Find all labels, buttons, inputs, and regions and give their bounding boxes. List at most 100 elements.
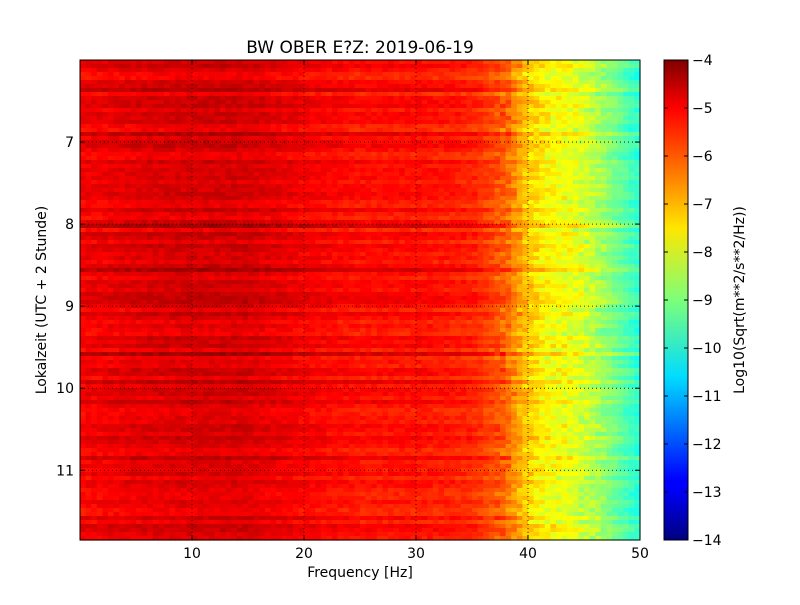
heatmap-cell xyxy=(242,84,248,89)
heatmap-cell xyxy=(382,140,388,145)
heatmap-cell xyxy=(231,64,237,69)
heatmap-cell xyxy=(550,148,556,153)
heatmap-cell xyxy=(578,220,584,225)
heatmap-cell xyxy=(623,252,629,257)
heatmap-cell xyxy=(405,200,411,205)
heatmap-cell xyxy=(427,60,433,65)
heatmap-cell xyxy=(282,156,288,161)
spectrogram-figure: BW OBER E?Z: 2019-06-19 10 20 30 40 50 78910… xyxy=(0,0,800,600)
heatmap-cell xyxy=(97,164,103,169)
heatmap-cell xyxy=(405,156,411,161)
heatmap-cell xyxy=(573,140,579,145)
heatmap-cell xyxy=(472,124,478,129)
heatmap-cell xyxy=(321,164,327,169)
heatmap-cell xyxy=(506,172,512,177)
heatmap-cell xyxy=(427,108,433,113)
heatmap-cell xyxy=(349,256,355,261)
heatmap-cell xyxy=(629,228,635,233)
heatmap-cell xyxy=(394,208,400,213)
heatmap-cell xyxy=(147,76,153,81)
heatmap-cell xyxy=(158,212,164,217)
heatmap-cell xyxy=(192,160,198,165)
heatmap-cell xyxy=(170,204,176,209)
heatmap-cell xyxy=(366,92,372,97)
heatmap-cell xyxy=(276,112,282,117)
heatmap-cell xyxy=(354,192,360,197)
heatmap-cell xyxy=(293,96,299,101)
heatmap-cell xyxy=(326,96,332,101)
heatmap-cell xyxy=(125,156,131,161)
heatmap-cell xyxy=(506,112,512,117)
heatmap-cell xyxy=(606,104,612,109)
heatmap-cell xyxy=(612,192,618,197)
heatmap-cell xyxy=(226,240,232,245)
heatmap-cell xyxy=(102,224,108,229)
heatmap-cell xyxy=(562,156,568,161)
heatmap-cell xyxy=(102,132,108,137)
heatmap-cell xyxy=(377,204,383,209)
heatmap-cell xyxy=(248,192,254,197)
heatmap-cell xyxy=(91,100,97,105)
heatmap-cell xyxy=(287,88,293,93)
heatmap-cell xyxy=(360,108,366,113)
heatmap-cell xyxy=(276,204,282,209)
heatmap-cell xyxy=(416,192,422,197)
heatmap-cell xyxy=(102,72,108,77)
heatmap-cell xyxy=(360,124,366,129)
heatmap-cell xyxy=(354,72,360,77)
heatmap-cell xyxy=(119,244,125,249)
heatmap-cell xyxy=(595,228,601,233)
heatmap-cell xyxy=(500,240,506,245)
heatmap-cell xyxy=(226,216,232,221)
heatmap-cell xyxy=(226,172,232,177)
heatmap-cell xyxy=(242,228,248,233)
heatmap-cell xyxy=(612,100,618,105)
heatmap-cell xyxy=(242,120,248,125)
heatmap-cell xyxy=(153,88,159,93)
heatmap-cell xyxy=(517,244,523,249)
heatmap-cell xyxy=(86,88,92,93)
heatmap-cell xyxy=(304,148,310,153)
heatmap-cell xyxy=(405,124,411,129)
heatmap-cell xyxy=(461,252,467,257)
heatmap-cell xyxy=(164,240,170,245)
heatmap-cell xyxy=(147,236,153,241)
heatmap-cell xyxy=(606,72,612,77)
heatmap-cell xyxy=(125,108,131,113)
heatmap-cell xyxy=(142,76,148,81)
heatmap-cell xyxy=(114,212,120,217)
heatmap-cell xyxy=(618,96,624,101)
heatmap-cell xyxy=(181,164,187,169)
heatmap-cell xyxy=(349,152,355,157)
heatmap-cell xyxy=(203,84,209,89)
heatmap-cell xyxy=(270,200,276,205)
heatmap-cell xyxy=(455,176,461,181)
heatmap-cell xyxy=(114,240,120,245)
heatmap-cell xyxy=(612,112,618,117)
heatmap-cell xyxy=(612,184,618,189)
heatmap-cell xyxy=(170,144,176,149)
heatmap-cell xyxy=(153,204,159,209)
heatmap-cell xyxy=(528,208,534,213)
heatmap-cell xyxy=(80,116,86,121)
heatmap-cell xyxy=(231,112,237,117)
heatmap-cell xyxy=(612,244,618,249)
heatmap-cell xyxy=(326,200,332,205)
heatmap-cell xyxy=(489,148,495,153)
heatmap-cell xyxy=(293,248,299,253)
heatmap-cell xyxy=(293,104,299,109)
heatmap-cell xyxy=(282,188,288,193)
heatmap-cell xyxy=(494,160,500,165)
heatmap-cell xyxy=(377,196,383,201)
heatmap-cell xyxy=(293,232,299,237)
heatmap-cell xyxy=(550,144,556,149)
heatmap-cell xyxy=(326,184,332,189)
heatmap-cell xyxy=(332,184,338,189)
heatmap-cell xyxy=(170,244,176,249)
heatmap-cell xyxy=(354,152,360,157)
heatmap-cell xyxy=(192,200,198,205)
heatmap-cell xyxy=(422,176,428,181)
heatmap-cell xyxy=(399,84,405,89)
heatmap-cell xyxy=(556,236,562,241)
heatmap-cell xyxy=(483,244,489,249)
